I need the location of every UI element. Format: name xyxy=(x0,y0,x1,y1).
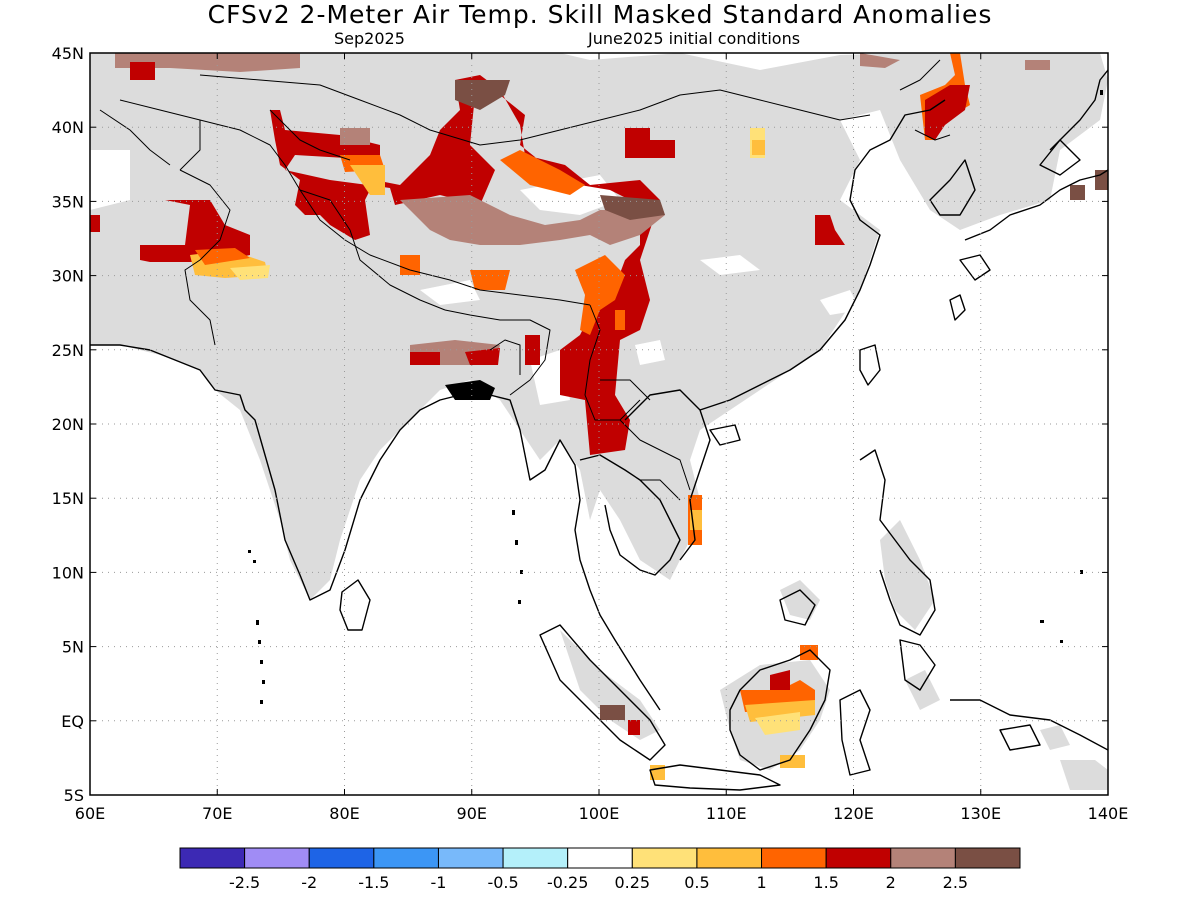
colorbar-swatch xyxy=(179,847,246,869)
colorbar-swatch xyxy=(244,847,310,869)
colorbar-labels: -2.5 -2 -1.5 -1 -0.5 -0.25 0.25 0.5 1 1.5 2 2.5 xyxy=(229,873,968,892)
lat-label: 40N xyxy=(52,118,84,137)
colorbar-swatch xyxy=(567,847,633,869)
colorbar-tick-label: -1 xyxy=(430,873,446,892)
colorbar xyxy=(179,847,1021,869)
lat-label: 5N xyxy=(62,638,84,657)
lat-label: 35N xyxy=(52,192,84,211)
lon-label: 70E xyxy=(202,804,232,823)
latitude-labels: 45N 40N 35N 30N 25N 20N 15N 10N 5N EQ 5S xyxy=(52,44,84,805)
lat-label: 5S xyxy=(64,786,84,805)
colorbar-tick-label: -0.25 xyxy=(547,873,588,892)
lat-label: 30N xyxy=(52,267,84,286)
lat-label: 15N xyxy=(52,489,84,508)
colorbar-swatch xyxy=(954,847,1021,869)
colorbar-tick-label: 2 xyxy=(886,873,896,892)
lon-label: 140E xyxy=(1088,804,1129,823)
lat-label: 25N xyxy=(52,341,84,360)
colorbar-tick-label: -1.5 xyxy=(358,873,389,892)
lat-label: EQ xyxy=(61,712,84,731)
colorbar-tick-label: 1 xyxy=(756,873,766,892)
anomaly-shading xyxy=(90,53,1108,780)
colorbar-swatch xyxy=(825,847,892,869)
colorbar-swatch xyxy=(437,847,504,869)
lon-label: 100E xyxy=(579,804,620,823)
colorbar-tick-label: -2.5 xyxy=(229,873,260,892)
lat-label: 45N xyxy=(52,44,84,63)
lon-label: 130E xyxy=(960,804,1001,823)
lon-label: 110E xyxy=(706,804,747,823)
colorbar-swatch xyxy=(308,847,375,869)
graticule xyxy=(90,53,1108,795)
coastlines xyxy=(90,69,1108,791)
lat-label: 10N xyxy=(52,563,84,582)
colorbar-tick-label: 0.25 xyxy=(614,873,650,892)
lon-label: 60E xyxy=(75,804,105,823)
colorbar-tick-label: 1.5 xyxy=(813,873,838,892)
initial-conditions: June2025 initial conditions xyxy=(588,29,801,48)
country-borders xyxy=(99,59,951,501)
longitude-labels: 60E 70E 80E 90E 100E 110E 120E 130E 140E xyxy=(75,804,1129,823)
colorbar-swatch xyxy=(502,847,569,869)
colorbar-swatch xyxy=(696,847,763,869)
colorbar-tick-label: -2 xyxy=(301,873,317,892)
lon-label: 90E xyxy=(457,804,487,823)
lat-label: 20N xyxy=(52,415,84,434)
colorbar-tick-label: 2.5 xyxy=(943,873,968,892)
axis-ticks xyxy=(89,52,1109,796)
colorbar-swatch xyxy=(761,847,827,869)
small-islands xyxy=(248,90,1103,704)
colorbar-tick-label: 0.5 xyxy=(684,873,709,892)
lon-label: 120E xyxy=(833,804,874,823)
map-title: CFSv2 2-Meter Air Temp. Skill Masked Sta… xyxy=(207,0,993,29)
colorbar-swatch xyxy=(373,847,439,869)
colorbar-swatch xyxy=(631,847,698,869)
lon-label: 80E xyxy=(329,804,359,823)
colorbar-tick-label: -0.5 xyxy=(487,873,518,892)
valid-month: Sep2025 xyxy=(334,29,405,48)
colorbar-swatch xyxy=(890,847,956,869)
